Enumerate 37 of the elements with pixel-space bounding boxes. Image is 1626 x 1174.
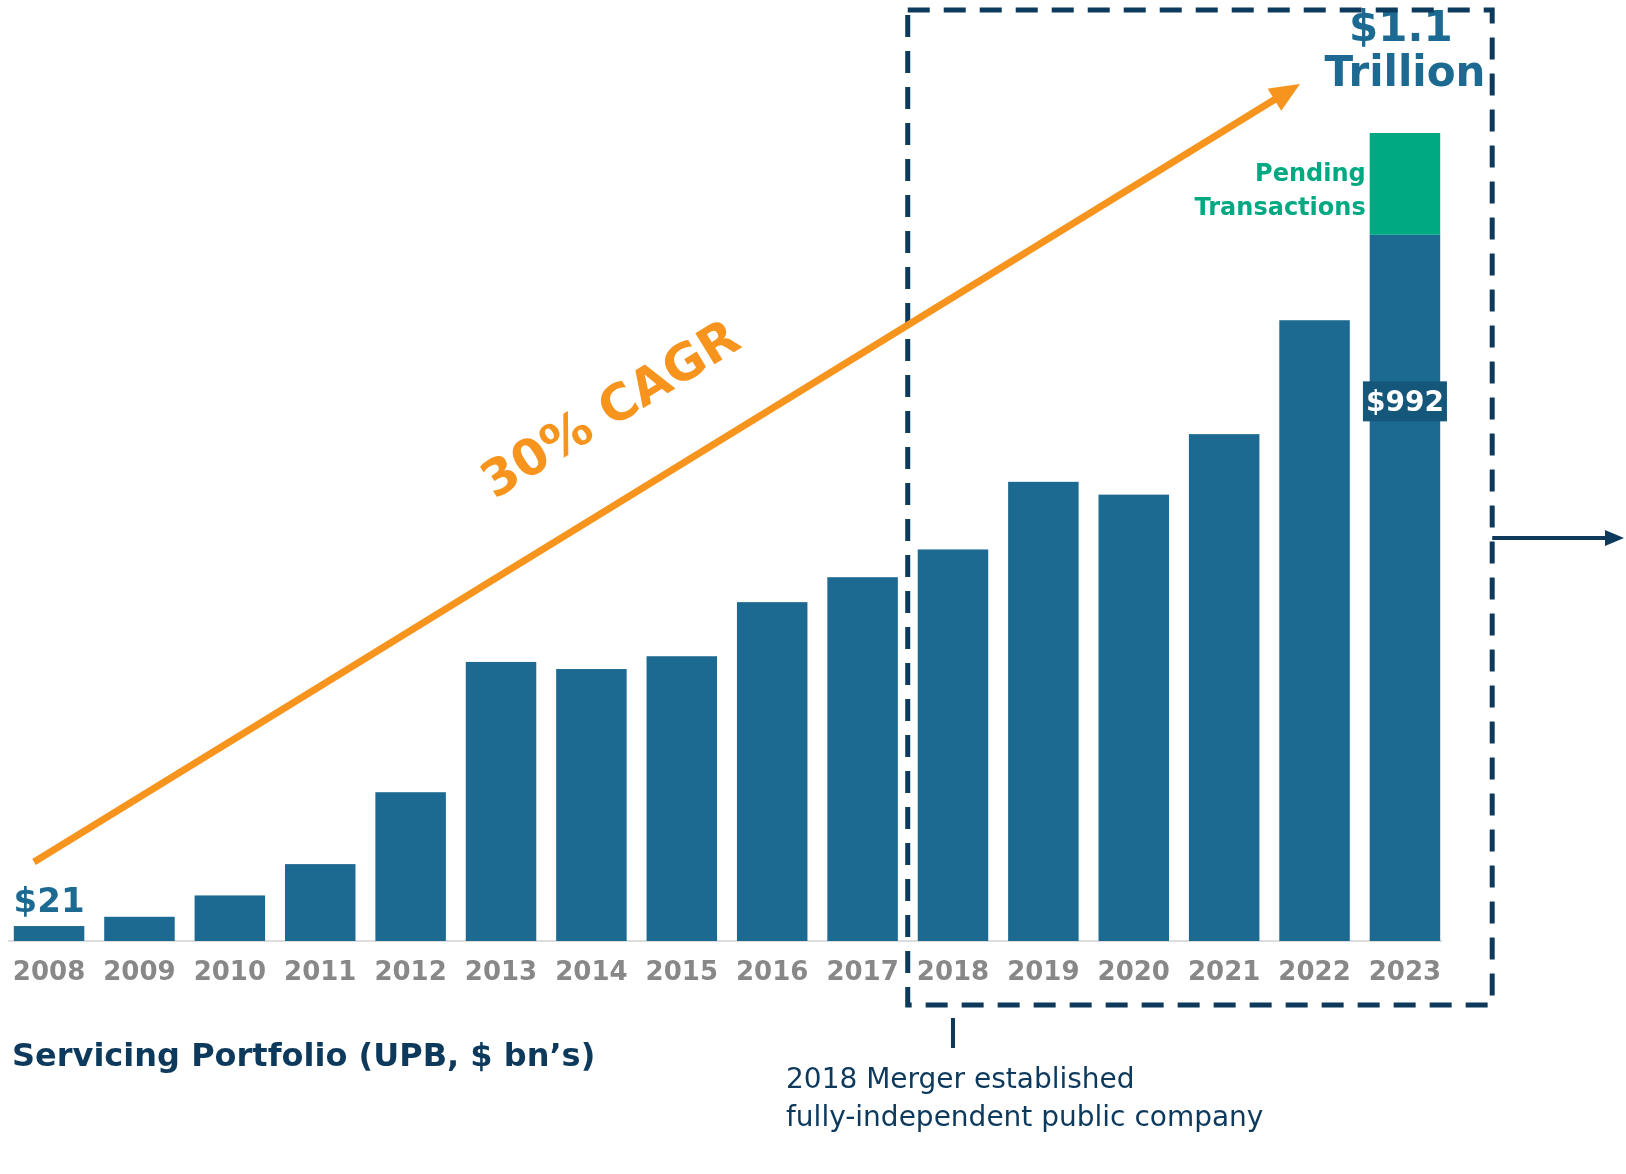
bar xyxy=(194,895,266,941)
bar xyxy=(1008,481,1079,941)
x-tick-label: 2011 xyxy=(284,956,357,987)
x-tick-label: 2018 xyxy=(916,956,990,987)
bar xyxy=(827,577,898,941)
x-tick-label: 2017 xyxy=(826,956,899,987)
bar xyxy=(1369,133,1441,235)
bar xyxy=(1188,434,1260,941)
x-tick-label: 2021 xyxy=(1187,956,1261,987)
series-label: Pending Transactions xyxy=(1194,159,1366,221)
data-label: $21 xyxy=(13,880,85,921)
x-tick-label: 2015 xyxy=(645,956,718,987)
x-tick-label: 2008 xyxy=(12,956,86,987)
bar xyxy=(556,669,627,941)
bar xyxy=(1098,494,1170,941)
bar xyxy=(646,656,718,941)
bar xyxy=(465,661,537,941)
x-tick-label: 2022 xyxy=(1278,956,1351,987)
bar xyxy=(1279,320,1350,941)
x-tick-label: 2023 xyxy=(1368,956,1442,987)
x-tick-label: 2020 xyxy=(1097,956,1170,987)
x-tick-label: 2010 xyxy=(193,956,267,987)
x-tick-label: 2012 xyxy=(374,956,447,987)
x-tick-label: 2019 xyxy=(1007,956,1080,987)
bar xyxy=(13,926,85,941)
x-tick-label: 2009 xyxy=(103,956,176,987)
bar xyxy=(284,864,356,941)
bar xyxy=(104,916,175,941)
x-tick-label: 2016 xyxy=(736,956,809,987)
bar xyxy=(736,602,808,941)
annotation: $1.1 Trillion xyxy=(1324,2,1486,96)
x-tick-label: 2013 xyxy=(464,956,538,987)
x-axis-title: Servicing Portfolio (UPB, $ bn’s) xyxy=(12,1036,596,1074)
x-tick-label: 2014 xyxy=(555,956,628,987)
bar xyxy=(375,792,446,941)
bar xyxy=(917,549,989,941)
text: 2018 Merger established fully-independent public company xyxy=(786,1062,1264,1133)
